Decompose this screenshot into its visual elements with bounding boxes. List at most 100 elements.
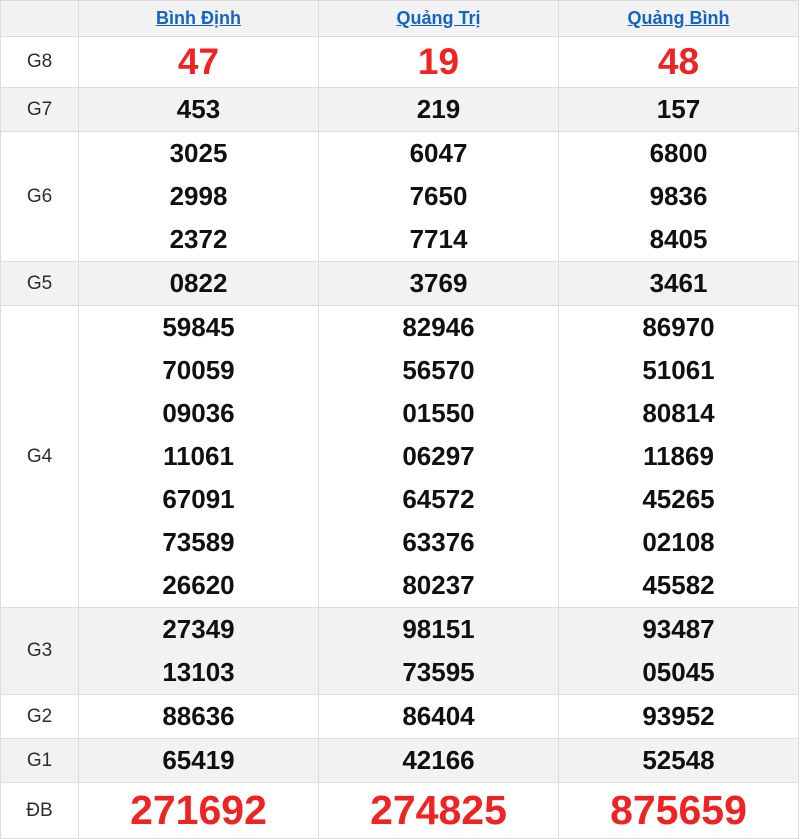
prize-number: 0822 [169, 268, 228, 298]
prize-cell: 48 [558, 36, 799, 88]
prize-number: 2998 [169, 181, 228, 211]
prize-cell: 59845 70059 09036 11061 67091 73589 26620 [78, 305, 319, 608]
prize-cell: 271692 [78, 782, 319, 839]
prize-number: 48 [657, 41, 700, 82]
prize-number: 02108 [642, 527, 715, 557]
prize-cell: 157 [558, 87, 799, 132]
prize-cell: 93952 [558, 694, 799, 739]
prize-row: G7 453 219 157 [0, 87, 799, 132]
province-link-2[interactable]: Quảng Bình [627, 8, 730, 28]
prize-number: 80814 [642, 398, 715, 428]
province-link-0[interactable]: Bình Định [156, 8, 241, 28]
prize-number: 6047 [409, 138, 468, 168]
prize-number: 7714 [409, 224, 468, 254]
prize-number: 45265 [642, 484, 715, 514]
prize-number: 45582 [642, 570, 715, 600]
prize-number: 9836 [649, 181, 708, 211]
prize-cell: 47 [78, 36, 319, 88]
prize-cell: 86970 51061 80814 11869 45265 02108 45582 [558, 305, 799, 608]
table-header: Bình Định Quảng Trị Quảng Bình [0, 0, 799, 37]
prize-row-label: G1 [0, 738, 79, 783]
prize-number: 52548 [642, 745, 715, 775]
prize-cell: 3461 [558, 261, 799, 306]
prize-cell: 86404 [318, 694, 559, 739]
prize-number: 875659 [610, 787, 747, 833]
prize-number: 01550 [402, 398, 475, 428]
prize-number: 6800 [649, 138, 708, 168]
prize-number: 274825 [370, 787, 507, 833]
prize-row: G5 0822 3769 3461 [0, 261, 799, 306]
prize-row: G6 3025 2998 2372 6047 7650 7714 6800 9836 8405 [0, 131, 799, 262]
prize-cell: 82946 56570 01550 06297 64572 63376 80237 [318, 305, 559, 608]
prize-number: 63376 [402, 527, 475, 557]
prize-number: 70059 [162, 355, 235, 385]
prize-number: 26620 [162, 570, 235, 600]
prize-number: 3025 [169, 138, 228, 168]
prize-number: 157 [656, 94, 701, 124]
prize-cell: 6047 7650 7714 [318, 131, 559, 262]
prize-number: 65419 [162, 745, 235, 775]
prize-number: 86970 [642, 312, 715, 342]
prize-number: 219 [416, 94, 461, 124]
prize-number: 88636 [162, 701, 235, 731]
prize-row: G2 88636 86404 93952 [0, 694, 799, 739]
prize-number: 67091 [162, 484, 235, 514]
prize-number: 11061 [163, 441, 234, 471]
prize-row: G8 47 19 48 [0, 36, 799, 88]
prize-row-label: G7 [0, 87, 79, 132]
prize-number: 3461 [649, 268, 708, 298]
prize-number: 271692 [130, 787, 267, 833]
prize-row-label: G8 [0, 36, 79, 88]
prize-cell: 219 [318, 87, 559, 132]
prize-number: 93952 [642, 701, 715, 731]
prize-cell: 3769 [318, 261, 559, 306]
prize-number: 82946 [402, 312, 475, 342]
prize-number: 47 [177, 41, 220, 82]
prize-number: 05045 [642, 657, 715, 687]
prize-row: G3 27349 13103 98151 73595 93487 05045 [0, 607, 799, 695]
prize-cell: 453 [78, 87, 319, 132]
prize-cell: 98151 73595 [318, 607, 559, 695]
province-header-cell: Bình Định [78, 0, 319, 37]
prize-cell: 88636 [78, 694, 319, 739]
prize-number: 59845 [162, 312, 235, 342]
prize-cell: 42166 [318, 738, 559, 783]
corner-cell [0, 0, 79, 37]
header-row: Bình Định Quảng Trị Quảng Bình [0, 0, 799, 37]
prize-cell: 93487 05045 [558, 607, 799, 695]
prize-number: 09036 [162, 398, 235, 428]
prize-cell: 65419 [78, 738, 319, 783]
prize-number: 42166 [402, 745, 475, 775]
prize-number: 93487 [642, 614, 715, 644]
prize-number: 3769 [409, 268, 468, 298]
prize-row-label: G2 [0, 694, 79, 739]
prize-number: 73589 [162, 527, 235, 557]
prize-row: G1 65419 42166 52548 [0, 738, 799, 783]
prize-number: 453 [176, 94, 221, 124]
prize-number: 19 [417, 41, 460, 82]
table-body: G8 47 19 48 G7 453 219 157 G6 3025 2998 2372 6047 765… [0, 36, 799, 839]
prize-cell: 19 [318, 36, 559, 88]
prize-number: 86404 [402, 701, 475, 731]
prize-row: ĐB 271692 274825 875659 [0, 782, 799, 839]
prize-cell: 0822 [78, 261, 319, 306]
prize-number: 80237 [402, 570, 475, 600]
prize-number: 64572 [402, 484, 475, 514]
province-link-1[interactable]: Quảng Trị [396, 8, 481, 28]
prize-number: 13103 [162, 657, 235, 687]
prize-number: 56570 [402, 355, 475, 385]
prize-row-label: G4 [0, 305, 79, 608]
prize-cell: 6800 9836 8405 [558, 131, 799, 262]
prize-number: 11869 [643, 441, 714, 471]
prize-row: G4 59845 70059 09036 11061 67091 73589 26620 829… [0, 305, 799, 608]
prize-cell: 27349 13103 [78, 607, 319, 695]
prize-row-label: G5 [0, 261, 79, 306]
province-header-cell: Quảng Bình [558, 0, 799, 37]
prize-row-label: G3 [0, 607, 79, 695]
prize-number: 73595 [402, 657, 475, 687]
prize-number: 7650 [409, 181, 468, 211]
prize-number: 98151 [402, 614, 475, 644]
prize-cell: 52548 [558, 738, 799, 783]
province-header-cell: Quảng Trị [318, 0, 559, 37]
